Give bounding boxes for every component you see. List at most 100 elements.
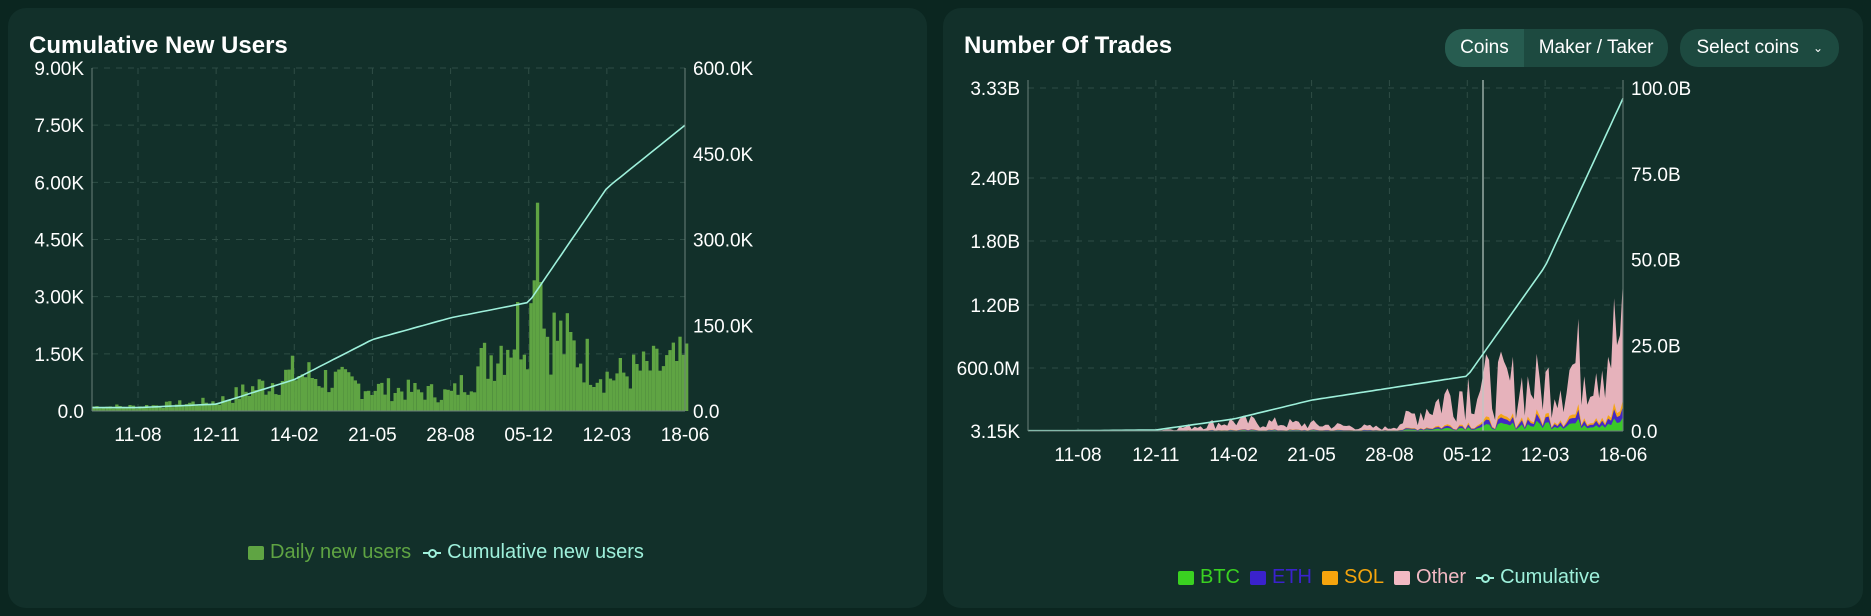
daily-bar [314,379,318,411]
select-coins-label: Select coins [1696,37,1799,58]
daily-bar [323,370,328,411]
daily-bar [95,406,99,411]
number-of-trades-chart[interactable]: 3.15K 600.0M 1.20B 1.80B 2.40B 3.33B 0.0 25.0B 5… [943,8,1863,608]
daily-bar [588,384,593,411]
daily-bar [516,302,520,411]
x-tick-label: 12-03 [583,425,632,446]
legend-item-cumulative-new-users[interactable]: Cumulative new users [423,541,644,564]
x-tick-label: 05-12 [1443,445,1492,466]
daily-bar [145,405,149,411]
legend-item-sol[interactable]: SOL [1322,566,1384,589]
daily-bar [509,357,513,411]
cumulative-trades-line [1028,97,1624,432]
daily-bar [671,342,675,411]
daily-bar [665,355,669,411]
daily-bar [174,404,179,411]
daily-bar [158,407,162,411]
daily-bar [234,387,238,411]
daily-bar [410,391,414,411]
daily-bar [290,355,295,411]
daily-bar [535,202,540,411]
legend-swatch [1322,570,1338,585]
daily-bar [254,390,258,411]
y-tick-label-right: 50.0B [1631,251,1681,272]
daily-bar [423,399,427,411]
cumulative-new-users-card: Cumulative New Users 0.0 1.50K 3.00K 4.50K 6… [8,8,927,608]
y-tick-label-left: 7.50K [34,116,84,137]
cumulative-line [92,124,686,409]
legend-item-btc[interactable]: BTC [1178,566,1240,589]
y-tick-label-right: 0.0 [693,402,719,423]
legend-item-other[interactable]: Other [1394,566,1466,589]
chart-legend: Daily new users Cumulative new users [248,541,644,564]
cumulative-line [1028,97,1624,432]
daily-bar [171,407,175,411]
daily-bar [446,389,450,411]
y-tick-label-left: 3.33B [970,79,1020,100]
daily-bar [569,332,573,411]
daily-bar [294,380,298,411]
daily-bar [108,406,112,411]
legend-item-eth[interactable]: ETH [1250,566,1312,589]
daily-bar [191,401,195,411]
legend-swatch [1178,570,1194,585]
daily-bar [685,343,689,411]
daily-bar [307,362,311,411]
x-tick-label: 14-02 [1209,445,1258,466]
daily-bar [390,401,394,411]
daily-bar [655,348,659,411]
cumulative-new-users-chart[interactable]: 0.0 1.50K 3.00K 4.50K 6.00K 7.50K 9.00K 0.0 150.… [8,8,927,608]
chart-legend: BTC ETH SOL Other Cumulative [1178,566,1600,589]
x-tick-label: 21-05 [1287,445,1336,466]
daily-bar [512,349,516,411]
daily-bar [350,376,354,411]
daily-bar [499,345,503,411]
axes: 0.0 1.50K 3.00K 4.50K 6.00K 7.50K 9.00K 0.0 150.… [34,59,753,446]
daily-bar [469,391,473,411]
daily-bar [559,320,563,411]
legend-item-daily-new-users[interactable]: Daily new users [248,541,411,564]
daily-bar [661,366,666,411]
daily-bar [151,405,155,411]
daily-bar [605,371,609,411]
daily-bar [575,367,579,411]
daily-bar [651,345,656,411]
coins-toggle-button[interactable]: Coins [1445,29,1524,67]
daily-bar [360,399,364,411]
daily-bar [181,406,185,411]
daily-bar [406,379,410,411]
daily-bar [403,399,407,411]
daily-bar [264,394,268,411]
x-tick-label: 05-12 [504,425,553,446]
daily-bar [632,354,636,411]
daily-bar [297,376,301,411]
y-tick-label-right: 75.0B [1631,165,1681,186]
daily-bar [526,369,530,411]
daily-bar [473,392,477,411]
legend-swatch [248,545,264,560]
daily-bar [353,380,357,411]
daily-bar [572,340,576,411]
y-tick-label-right: 300.0K [693,231,754,252]
daily-bar [628,388,632,411]
x-tick-label: 28-08 [426,425,475,446]
daily-bar [598,379,603,411]
y-tick-label-right: 25.0B [1631,336,1681,357]
x-tick-label: 11-08 [1054,445,1101,466]
daily-bar [542,328,546,411]
daily-bar [641,351,646,411]
daily-bar [333,371,338,411]
daily-bar [466,394,470,411]
daily-bar [320,387,324,411]
daily-bar [416,389,420,411]
daily-bar [98,408,102,411]
daily-bar [310,378,314,411]
select-coins-dropdown[interactable]: Select coins ⌄ [1680,29,1839,67]
daily-bar [251,386,255,411]
chart-title: Number Of Trades [964,32,1173,59]
daily-bar [648,370,652,411]
maker-taker-toggle-button[interactable]: Maker / Taker [1538,37,1654,58]
daily-bar [413,383,417,411]
daily-bar [585,338,589,411]
legend-item-cumulative[interactable]: Cumulative [1476,566,1600,589]
